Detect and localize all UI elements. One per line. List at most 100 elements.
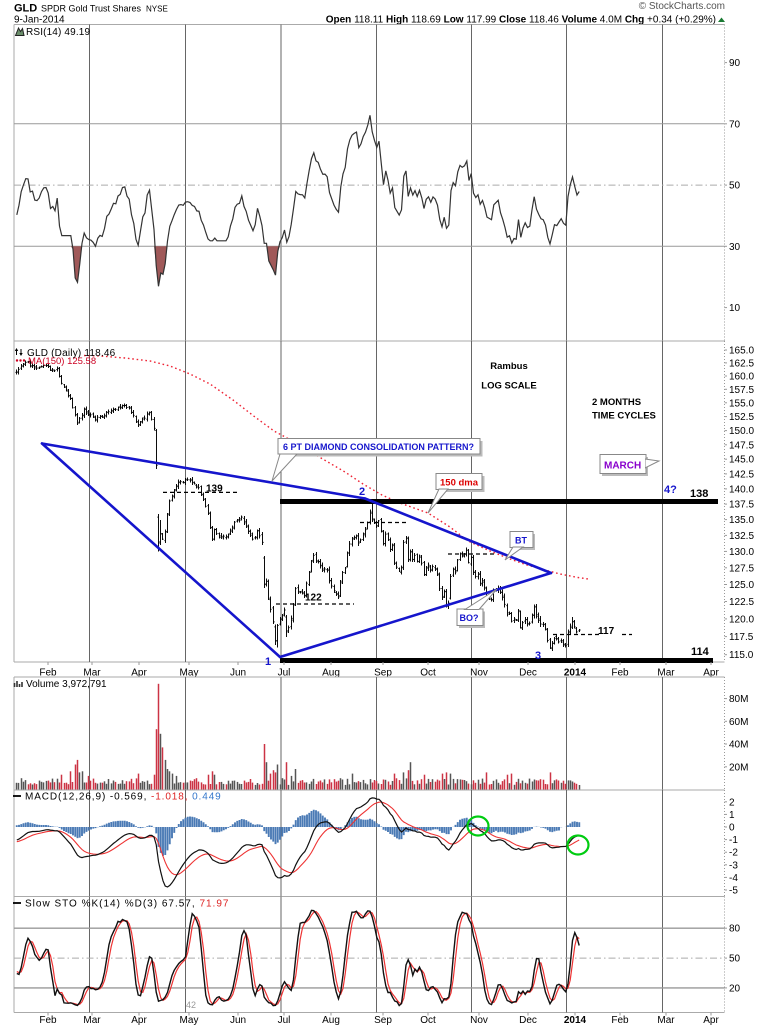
svg-text:Sep: Sep xyxy=(374,668,392,679)
svg-text:50: 50 xyxy=(729,181,741,192)
svg-text:Aug: Aug xyxy=(322,1015,340,1026)
svg-text:May: May xyxy=(180,1015,199,1026)
svg-text:GLD: GLD xyxy=(14,3,37,15)
svg-text:162.5: 162.5 xyxy=(729,358,754,369)
svg-text:122: 122 xyxy=(305,593,322,604)
svg-text:157.5: 157.5 xyxy=(729,385,754,396)
svg-text:May: May xyxy=(180,668,199,679)
svg-text:Mar: Mar xyxy=(657,1015,675,1026)
svg-text:Jun: Jun xyxy=(230,668,246,679)
svg-text:147.5: 147.5 xyxy=(729,440,754,451)
svg-text:9-Jan-2014: 9-Jan-2014 xyxy=(14,15,65,26)
svg-text:60M: 60M xyxy=(729,717,748,728)
svg-text:117.5: 117.5 xyxy=(729,632,754,643)
svg-text:Feb: Feb xyxy=(39,668,57,679)
svg-text:42: 42 xyxy=(186,1000,196,1010)
svg-text:6 PT DIAMOND CONSOLIDATION PAT: 6 PT DIAMOND CONSOLIDATION PATTERN? xyxy=(283,442,474,452)
svg-text:2 MONTHS: 2 MONTHS xyxy=(592,397,641,408)
svg-text:Mar: Mar xyxy=(657,668,675,679)
svg-text:70: 70 xyxy=(729,119,741,130)
svg-text:Dec: Dec xyxy=(519,1015,537,1026)
svg-text:2: 2 xyxy=(729,797,735,808)
svg-text:127.5: 127.5 xyxy=(729,563,754,574)
svg-text:MA(150) 125.58: MA(150) 125.58 xyxy=(28,356,96,367)
svg-text:142.5: 142.5 xyxy=(729,469,754,480)
svg-text:114: 114 xyxy=(691,646,710,658)
svg-text:-1: -1 xyxy=(729,835,738,846)
svg-text:117: 117 xyxy=(598,626,615,637)
svg-text:NYSE: NYSE xyxy=(146,5,168,14)
svg-text:-3: -3 xyxy=(729,860,738,871)
svg-text:Feb: Feb xyxy=(39,1015,57,1026)
svg-text:20M: 20M xyxy=(729,762,748,773)
svg-text:Apr: Apr xyxy=(703,668,719,679)
svg-text:132.5: 132.5 xyxy=(729,531,754,542)
svg-text:Slow STO %K(14) %D(3) 67.57, 7: Slow STO %K(14) %D(3) 67.57, 71.97 xyxy=(25,899,229,910)
svg-text:150.0: 150.0 xyxy=(729,426,754,437)
svg-text:2014: 2014 xyxy=(564,668,587,679)
svg-text:Jul: Jul xyxy=(278,668,291,679)
svg-text:4?: 4? xyxy=(664,484,677,496)
svg-text:TIME CYCLES: TIME CYCLES xyxy=(592,411,656,422)
svg-text:152.5: 152.5 xyxy=(729,412,754,423)
svg-text:Apr: Apr xyxy=(131,1015,147,1026)
svg-text:BO?: BO? xyxy=(460,613,479,623)
svg-text:© StockCharts.com: © StockCharts.com xyxy=(639,1,725,12)
svg-text:80: 80 xyxy=(729,924,741,935)
svg-text:20: 20 xyxy=(729,983,741,994)
svg-text:-4: -4 xyxy=(729,873,738,884)
svg-text:Oct: Oct xyxy=(420,1015,436,1026)
svg-text:Volume 3,972,791: Volume 3,972,791 xyxy=(26,679,107,690)
svg-text:0: 0 xyxy=(729,823,735,834)
svg-text:137.5: 137.5 xyxy=(729,500,754,511)
svg-text:122.5: 122.5 xyxy=(729,597,754,608)
svg-text:MARCH: MARCH xyxy=(604,461,641,472)
svg-text:145.0: 145.0 xyxy=(729,455,754,466)
svg-text:GLD (Daily) 118.46: GLD (Daily) 118.46 xyxy=(27,348,116,359)
svg-text:2014: 2014 xyxy=(564,1015,587,1026)
svg-text:40M: 40M xyxy=(729,740,748,751)
svg-text:130.0: 130.0 xyxy=(729,547,754,558)
svg-text:Oct: Oct xyxy=(420,668,436,679)
svg-text:30: 30 xyxy=(729,242,741,253)
svg-text:50: 50 xyxy=(729,954,741,965)
svg-text:138: 138 xyxy=(690,488,708,500)
svg-text:RSI(14) 49.19: RSI(14) 49.19 xyxy=(26,27,90,38)
svg-text:Feb: Feb xyxy=(611,1015,629,1026)
svg-text:Feb: Feb xyxy=(611,668,629,679)
svg-text:125.0: 125.0 xyxy=(729,580,754,591)
svg-text:Aug: Aug xyxy=(322,668,340,679)
svg-text:Open 118.11 High 118.69 Low 11: Open 118.11 High 118.69 Low 117.99 Close… xyxy=(326,15,716,26)
svg-text:Mar: Mar xyxy=(83,1015,101,1026)
svg-text:165.0: 165.0 xyxy=(729,346,754,357)
svg-text:Apr: Apr xyxy=(131,668,147,679)
svg-text:Mar: Mar xyxy=(83,668,101,679)
svg-text:BT: BT xyxy=(515,536,527,546)
svg-text:SPDR Gold Trust Shares: SPDR Gold Trust Shares xyxy=(41,4,142,14)
svg-text:1: 1 xyxy=(729,810,735,821)
svg-text:Nov: Nov xyxy=(470,668,488,679)
svg-text:139: 139 xyxy=(206,484,223,495)
svg-text:150 dma: 150 dma xyxy=(440,478,479,489)
svg-text:160.0: 160.0 xyxy=(729,372,754,383)
svg-text:140.0: 140.0 xyxy=(729,484,754,495)
svg-text:10: 10 xyxy=(729,303,741,314)
svg-text:Apr: Apr xyxy=(703,1015,719,1026)
svg-text:115.0: 115.0 xyxy=(729,650,754,661)
svg-text:Jul: Jul xyxy=(278,1015,291,1026)
svg-text:Nov: Nov xyxy=(470,1015,488,1026)
svg-text:Sep: Sep xyxy=(374,1015,392,1026)
svg-text:MACD(12,26,9) -0.569, -1.018,: MACD(12,26,9) -0.569, -1.018, 0.449 xyxy=(25,792,222,803)
svg-text:-2: -2 xyxy=(729,848,738,859)
svg-text:80M: 80M xyxy=(729,694,748,705)
svg-text:Rambus: Rambus xyxy=(490,361,527,372)
svg-text:90: 90 xyxy=(729,58,741,69)
svg-text:-5: -5 xyxy=(729,886,738,897)
svg-text:LOG SCALE: LOG SCALE xyxy=(481,381,536,392)
svg-text:3: 3 xyxy=(535,650,541,662)
svg-text:2: 2 xyxy=(359,486,365,498)
svg-text:Dec: Dec xyxy=(519,668,537,679)
svg-text:120.0: 120.0 xyxy=(729,614,754,625)
svg-text:1: 1 xyxy=(265,656,271,668)
svg-text:Jun: Jun xyxy=(230,1015,246,1026)
